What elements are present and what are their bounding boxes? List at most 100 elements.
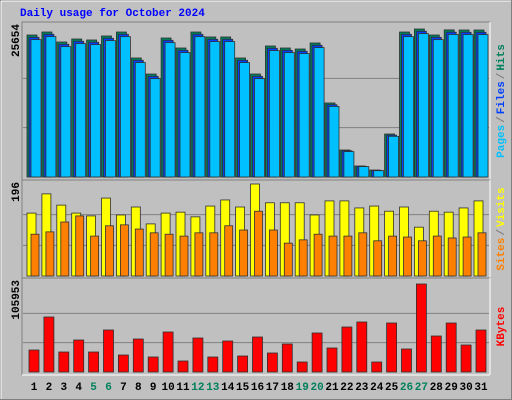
bar <box>447 34 459 178</box>
bar <box>343 151 355 178</box>
x-tick-label: 20 <box>310 382 323 394</box>
x-tick-label: 21 <box>325 382 339 394</box>
x-tick-label: 8 <box>135 382 142 394</box>
x-tick-label: 31 <box>474 382 488 394</box>
bar <box>43 316 55 373</box>
legend-entry: KBytes <box>496 307 508 347</box>
bar <box>268 50 280 178</box>
x-tick-label: 3 <box>60 382 67 394</box>
bar <box>460 344 472 373</box>
bar <box>239 229 249 277</box>
bar <box>341 326 353 373</box>
legend-separator: / <box>496 72 508 79</box>
bar <box>60 221 70 277</box>
bar <box>415 283 427 373</box>
bar <box>386 322 398 373</box>
bar <box>328 106 340 178</box>
bar <box>268 229 278 277</box>
bar <box>388 135 400 178</box>
bar <box>134 228 144 277</box>
legend: Pages / Files / Hits <box>496 44 508 158</box>
bar <box>179 235 189 277</box>
bar <box>358 232 368 277</box>
legend-entry: Visits <box>496 187 508 227</box>
bar <box>224 41 236 178</box>
legend-separator: / <box>496 116 508 123</box>
bar <box>447 237 457 277</box>
bar <box>224 225 234 277</box>
x-tick-label: 24 <box>370 382 384 394</box>
x-tick-label: 12 <box>191 382 204 394</box>
x-tick-label: 13 <box>206 382 220 394</box>
bar <box>75 215 85 277</box>
bar <box>209 232 219 277</box>
x-tick-label: 17 <box>266 382 279 394</box>
x-tick-label: 2 <box>46 382 53 394</box>
bar <box>105 225 114 277</box>
x-tick-label: 25 <box>385 382 399 394</box>
bar <box>281 343 293 373</box>
y-tick-label: 196 <box>11 182 23 202</box>
bar <box>73 339 85 373</box>
bar <box>103 329 114 373</box>
bar <box>313 47 325 178</box>
bar <box>373 170 385 178</box>
bar <box>373 240 383 277</box>
bar <box>45 231 55 277</box>
x-tick-label: 18 <box>281 382 295 394</box>
x-tick-label: 16 <box>251 382 264 394</box>
legend-separator: / <box>496 229 508 236</box>
bar <box>432 235 442 277</box>
x-tick-label: 28 <box>430 382 444 394</box>
x-tick-label: 26 <box>400 382 413 394</box>
bar <box>164 42 176 178</box>
bar <box>432 39 444 178</box>
bar <box>477 34 489 178</box>
bar <box>296 361 308 373</box>
x-tick-label: 23 <box>355 382 369 394</box>
bar <box>75 43 87 178</box>
bar <box>356 321 368 373</box>
bar <box>194 232 204 277</box>
bar <box>90 44 101 178</box>
x-tick-label: 30 <box>459 382 472 394</box>
bar <box>147 356 159 373</box>
bar <box>311 332 323 373</box>
bar <box>417 240 427 277</box>
y-tick-label: 25654 <box>11 24 23 57</box>
bar <box>475 329 487 373</box>
bar <box>149 78 161 178</box>
bar <box>343 235 353 277</box>
legend: Sites / Visits <box>496 187 508 270</box>
bar <box>149 232 159 277</box>
legend-entry: Pages <box>496 125 508 158</box>
bar <box>283 242 293 277</box>
bar <box>430 335 442 373</box>
legend: KBytes <box>496 307 508 347</box>
bar <box>209 41 221 178</box>
legend-entry: Files <box>496 81 508 114</box>
bar <box>162 331 174 373</box>
bar <box>298 53 310 178</box>
legend-entry: Hits <box>496 44 508 70</box>
bar <box>90 235 99 277</box>
bar <box>445 322 457 373</box>
bar <box>266 352 278 373</box>
bar <box>222 340 234 373</box>
bar <box>462 34 474 178</box>
bar <box>177 360 189 373</box>
x-tick-label: 14 <box>221 382 235 394</box>
bar <box>403 236 412 277</box>
x-tick-label: 19 <box>296 382 309 394</box>
bar <box>283 52 295 178</box>
bar <box>105 40 116 178</box>
bar <box>239 62 251 178</box>
bar <box>462 236 472 277</box>
bar <box>192 337 204 373</box>
bar <box>252 336 263 373</box>
bar <box>477 232 487 277</box>
y-tick-label: 105953 <box>11 280 23 320</box>
bar <box>298 239 308 277</box>
bar <box>313 233 323 277</box>
x-tick-label: 7 <box>120 382 127 394</box>
